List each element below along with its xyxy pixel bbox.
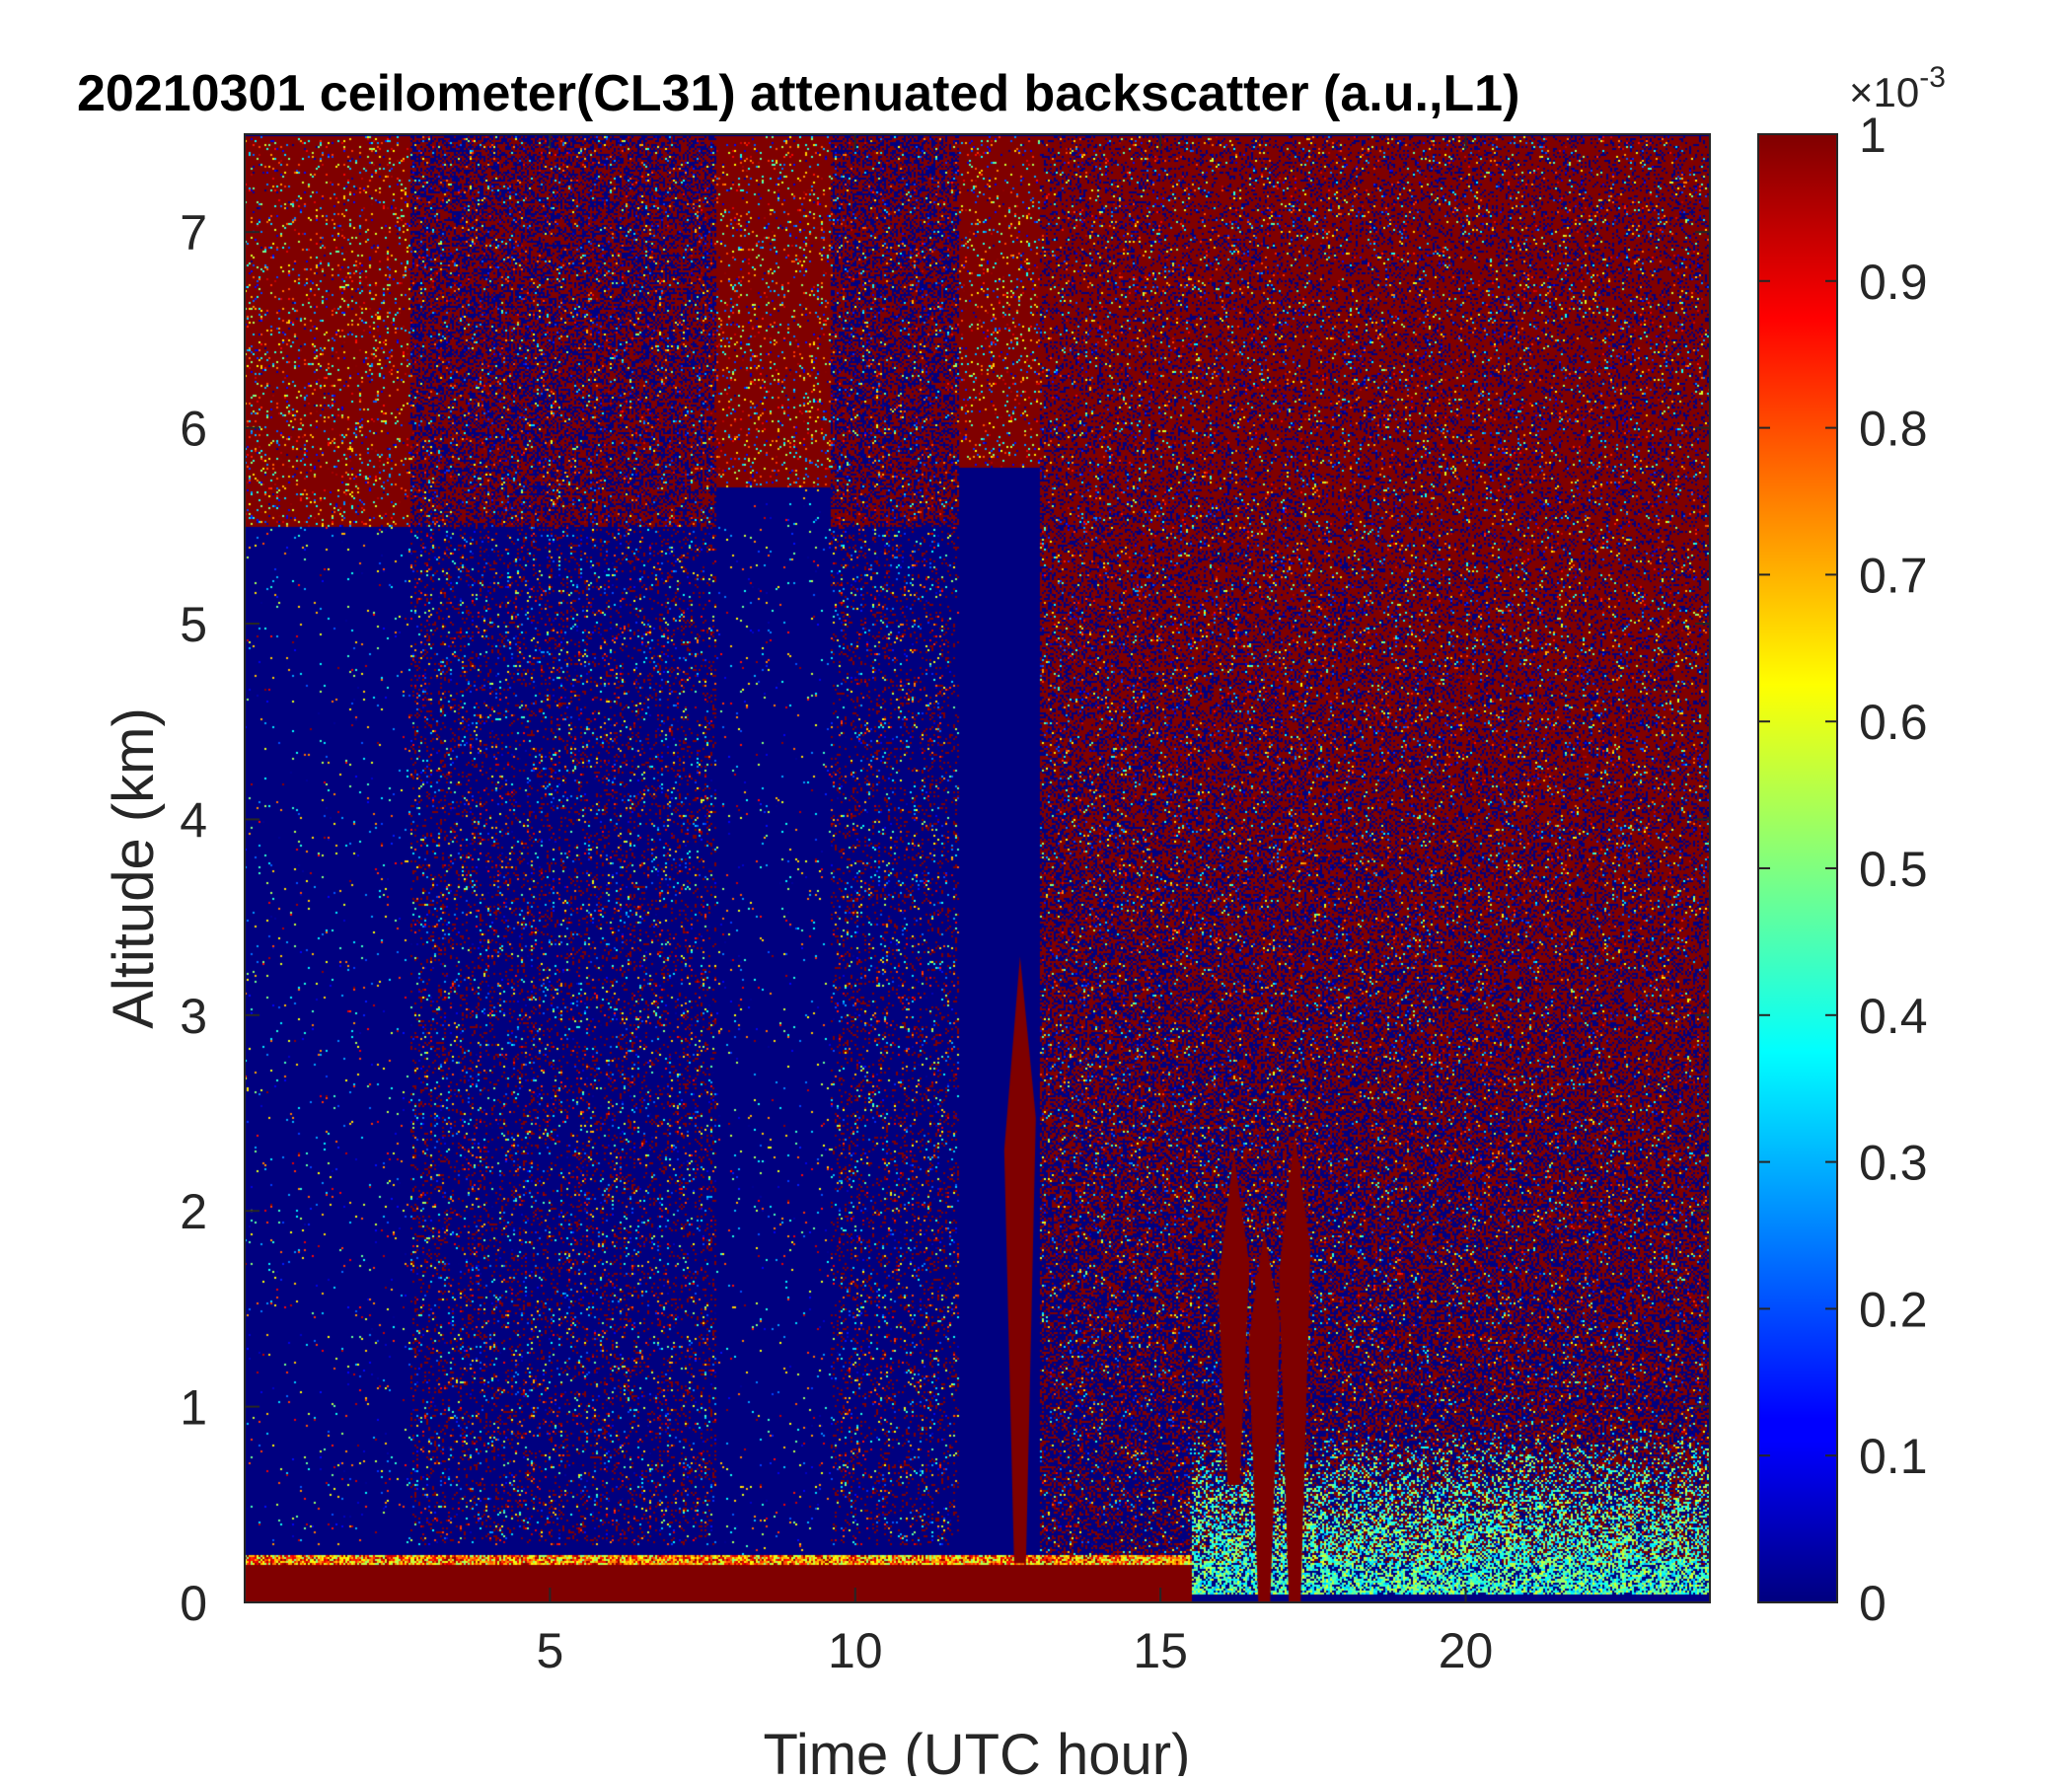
x-tick-label: 15 (1133, 1623, 1188, 1678)
colorbar-tick-label: 0.3 (1859, 1136, 1928, 1191)
colorbar-gradient (1757, 133, 1838, 1603)
heatmap-image (245, 134, 1710, 1602)
colorbar-exponent: ×10-3 (1849, 61, 1946, 115)
y-tick-label: 7 (180, 205, 207, 260)
x-tick-label: 10 (828, 1623, 883, 1678)
x-tick-label: 5 (536, 1623, 563, 1678)
y-tick-label: 5 (180, 597, 207, 652)
colorbar-tick-label: 1 (1859, 108, 1887, 163)
y-tick-label: 0 (180, 1576, 207, 1631)
colorbar: 0 0.1 0.2 0.3 0.4 0.5 0.6 0.7 0.8 0.9 1 ×10-3 (1757, 61, 1946, 1631)
colorbar-tick-label: 0.7 (1859, 548, 1928, 603)
y-tick-label: 4 (180, 792, 207, 848)
colorbar-ticks: 0 0.1 0.2 0.3 0.4 0.5 0.6 0.7 0.8 0.9 1 (1758, 108, 1928, 1631)
colorbar-tick-label: 0.6 (1859, 695, 1928, 750)
x-tick-label: 20 (1439, 1623, 1494, 1678)
colorbar-tick-label: 0.4 (1859, 989, 1928, 1044)
plot-area (245, 134, 1710, 1602)
colorbar-tick-label: 0 (1859, 1576, 1887, 1631)
x-axis: 5 10 15 20 (536, 134, 1493, 1678)
axes-frame (244, 133, 1711, 1603)
colorbar-tick-label: 0.2 (1859, 1282, 1928, 1337)
y-tick-label: 3 (180, 989, 207, 1044)
colorbar-exponent-power: -3 (1919, 61, 1946, 94)
y-axis-label: Altitude (km) (102, 707, 166, 1029)
colorbar-tick-label: 0.5 (1859, 842, 1928, 897)
y-tick-label: 1 (180, 1380, 207, 1436)
colorbar-exponent-base: ×10 (1849, 69, 1919, 115)
y-tick-label: 6 (180, 402, 207, 457)
chart-title: 20210301 ceilometer(CL31) attenuated bac… (77, 65, 1519, 122)
y-axis: 0 1 2 3 4 5 6 7 (180, 205, 1710, 1631)
colorbar-tick-label: 0.1 (1859, 1429, 1928, 1484)
y-tick-label: 2 (180, 1184, 207, 1239)
heatmap-raster (245, 134, 1710, 1602)
colorbar-tick-label: 0.9 (1859, 255, 1928, 310)
colorbar-tick-label: 0.8 (1859, 402, 1928, 457)
x-axis-label: Time (UTC hour) (764, 1723, 1191, 1776)
